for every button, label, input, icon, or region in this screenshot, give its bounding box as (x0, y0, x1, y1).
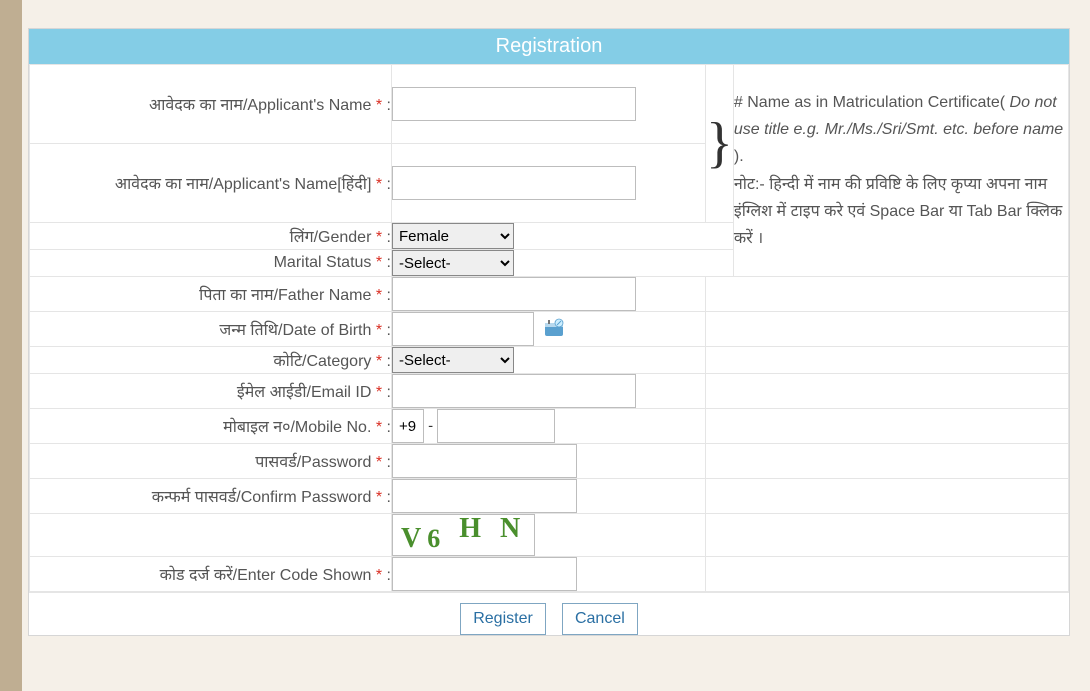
cell-applicant-name-hindi (392, 144, 706, 223)
category-select[interactable]: -Select- (392, 347, 514, 373)
label-email: ईमेल आईडी/Email ID * : (30, 374, 392, 409)
captcha-image: V6 H N (392, 514, 535, 556)
cell-confirm-password (392, 479, 706, 514)
captcha-input[interactable] (392, 557, 577, 591)
cell-dob (392, 312, 706, 347)
empty-cell (706, 374, 1069, 409)
label-confirm-password: कन्फर्म पासवर्ड/Confirm Password * : (30, 479, 392, 514)
info-text: # Name as in Matriculation Certificate( … (733, 65, 1068, 277)
cell-gender: Female (392, 223, 734, 250)
cell-category: -Select- (392, 347, 706, 374)
cell-captcha-image: V6 H N (392, 514, 706, 557)
register-button[interactable]: Register (460, 603, 546, 635)
label-father-name: पिता का नाम/Father Name * : (30, 277, 392, 312)
empty-cell (706, 557, 1069, 592)
marital-status-select[interactable]: -Select- (392, 250, 514, 276)
empty-cell (706, 409, 1069, 444)
cell-email (392, 374, 706, 409)
father-name-input[interactable] (392, 277, 636, 311)
mobile-cc-input[interactable] (392, 409, 424, 443)
empty-cell (706, 444, 1069, 479)
label-category: कोटि/Category * : (30, 347, 392, 374)
dob-input[interactable] (392, 312, 534, 346)
background-strip (0, 0, 22, 691)
email-input[interactable] (392, 374, 636, 408)
cell-father-name (392, 277, 706, 312)
label-mobile: मोबाइल न०/Mobile No. * : (30, 409, 392, 444)
empty-cell (706, 312, 1069, 347)
label-marital: Marital Status * : (30, 250, 392, 277)
gender-select[interactable]: Female (392, 223, 514, 249)
password-input[interactable] (392, 444, 577, 478)
empty-cell (706, 347, 1069, 374)
label-password: पासवर्ड/Password * : (30, 444, 392, 479)
empty-cell (706, 479, 1069, 514)
cell-enter-code (392, 557, 706, 592)
confirm-password-input[interactable] (392, 479, 577, 513)
button-row: Register Cancel (29, 592, 1069, 635)
calendar-icon[interactable] (544, 318, 564, 342)
cell-applicant-name (392, 65, 706, 144)
label-applicant-name-hindi: आवेदक का नाम/Applicant's Name[हिंदी] * : (30, 144, 392, 223)
applicant-name-input[interactable] (392, 87, 636, 121)
label-dob: जन्म तिथि/Date of Birth * : (30, 312, 392, 347)
brace-icon: } (706, 65, 734, 223)
label-gender: लिंग/Gender * : (30, 223, 392, 250)
empty-cell (706, 514, 1069, 557)
empty-cell (706, 277, 1069, 312)
cell-mobile: - (392, 409, 706, 444)
panel-title: Registration (29, 29, 1069, 64)
label-enter-code: कोड दर्ज करें/Enter Code Shown * : (30, 557, 392, 592)
cell-marital: -Select- (392, 250, 734, 277)
label-applicant-name: आवेदक का नाम/Applicant's Name * : (30, 65, 392, 144)
label-captcha-image (30, 514, 392, 557)
cell-password (392, 444, 706, 479)
mobile-number-input[interactable] (437, 409, 555, 443)
applicant-name-hindi-input[interactable] (392, 166, 636, 200)
registration-panel: Registration आवेदक का नाम/Applicant's Na… (28, 28, 1070, 636)
mobile-separator: - (428, 418, 437, 435)
registration-form: आवेदक का नाम/Applicant's Name * : } # Na… (29, 64, 1069, 592)
cancel-button[interactable]: Cancel (562, 603, 638, 635)
